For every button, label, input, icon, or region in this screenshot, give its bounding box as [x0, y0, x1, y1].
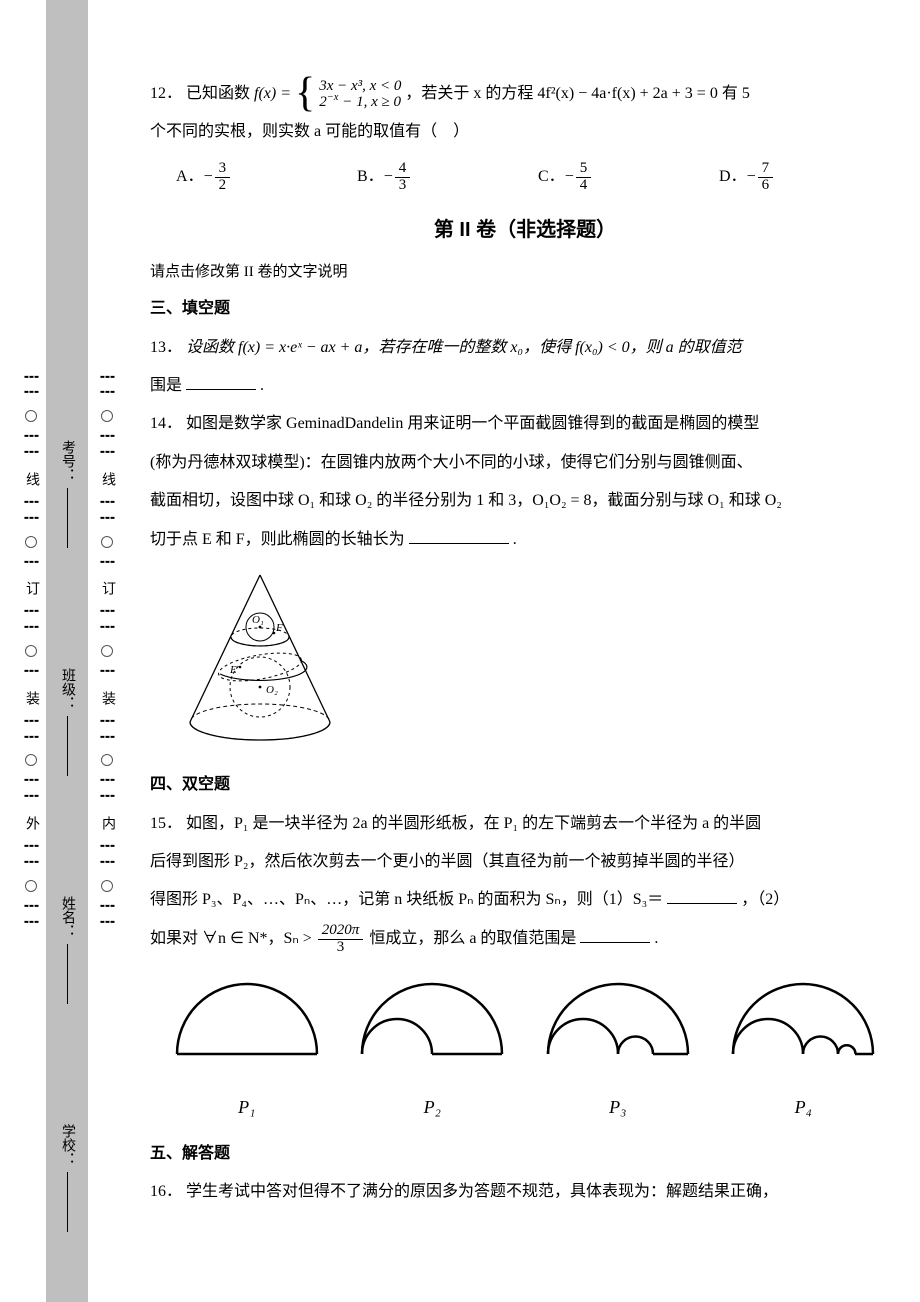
q15-tail: .: [654, 930, 658, 947]
q12-func-lhs: f(x) =: [254, 85, 295, 102]
q13-text-b: 围是: [150, 377, 182, 394]
q14-line1: 14． 如图是数学家 GeminadDandelin 用来证明一个平面截圆锥得到…: [150, 405, 900, 443]
q15-frac-den: 3: [333, 940, 349, 956]
cone-label-o2: O₂: [266, 684, 278, 696]
heading-fill: 三、填空题: [150, 290, 900, 328]
q14-l4a: 切于点 E 和 F，则此椭圆的长轴长为: [150, 531, 405, 548]
q15-l1: 如图，P₁ 是一块半径为 2a 的半圆形纸板，在 P₁ 的左下端剪去一个半径为 …: [186, 815, 761, 832]
q13-blank[interactable]: [186, 374, 256, 390]
binding-strip-inner: ┇┇ ┇┇ 线 ┇┇ ┇ 订 ┇┇ ┇ 装 ┇┇ ┇┇ 内 ┇┇ ┇┇: [98, 0, 116, 1302]
q12-piece2: 2−x − 1, x ≥ 0: [319, 94, 401, 111]
q14-l1: 如图是数学家 GeminadDandelin 用来证明一个平面截圆锥得到的截面是…: [186, 415, 759, 432]
q15-l2: 后得到图形 P₂，然后依次剪去一个更小的半圆（其直径为前一个被剪掉半圆的半径）: [150, 843, 900, 881]
q14-l3: 截面相切，设图中球 O₁ 和球 O₂ 的半径分别为 1 和 3，O₁O₂ = 8…: [150, 482, 900, 520]
q14-number: 14．: [150, 415, 182, 432]
figure-cone: O₁ O₂ E F: [180, 567, 900, 762]
heading-double: 四、双空题: [150, 766, 900, 804]
q16-number: 16．: [150, 1183, 182, 1200]
q12-opt-c: C．−54: [538, 158, 719, 196]
q12-piecewise: { 3x − x³, x < 0 2−x − 1, x ≥ 0: [295, 75, 401, 113]
fig-p1: P₁: [154, 974, 340, 1129]
q12-line2: 个不同的实根，则实数 a 可能的取值有（ ）: [150, 113, 900, 151]
q15-number: 15．: [150, 815, 182, 832]
q12-opt-a: A．−32: [176, 158, 357, 196]
q16-text: 学生考试中答对但得不了满分的原因多为答题不规范，具体表现为：解题结果正确，: [186, 1183, 778, 1200]
q12-opt-b: B．−43: [357, 158, 538, 196]
q13-tail: .: [260, 377, 264, 394]
q15-l4b: 恒成立，那么 a 的取值范围是: [369, 930, 576, 947]
section2-note: 请点击修改第 II 卷的文字说明: [150, 254, 900, 290]
binding-form-labels: 学校： 姓名： 班级： 考号：: [46, 0, 88, 1302]
outer-label-line: 线: [21, 472, 41, 486]
q15-line3: 得图形 P₃、P₄、…、Pₙ、…，记第 n 块纸板 Pₙ 的面积为 Sₙ，则（1…: [150, 881, 900, 919]
q12: 12． 已知函数 f(x) = { 3x − x³, x < 0 2−x − 1…: [150, 75, 900, 113]
q15-blank2[interactable]: [580, 927, 650, 943]
inner-label-nei: 内: [97, 816, 117, 830]
q15-frac-num: 2020π: [318, 923, 364, 940]
section2-title: 第 II 卷（非选择题）: [150, 206, 900, 254]
q12-options: A．−32 B．−43 C．−54 D．−76: [176, 158, 900, 196]
fig-p3: P₃: [525, 974, 711, 1129]
figure-semicircles: P₁ P₂ P₃: [150, 974, 900, 1129]
q12-lead: 已知函数: [186, 85, 254, 102]
q14-l2: (称为丹德林双球模型)：在圆锥内放两个大小不同的小球，使得它们分别与圆锥侧面、: [150, 444, 900, 482]
fig-p3-label: P₃: [525, 1086, 711, 1129]
q13-text-a: 设函数 f(x) = x·eˣ − ax + a，若存在唯一的整数 x₀，使得 …: [186, 339, 742, 356]
fig-p4-label: P₄: [711, 1086, 897, 1129]
q13-line2: 围是 .: [150, 367, 900, 405]
fig-p2-label: P₂: [340, 1086, 526, 1129]
outer-label-zhuang: 装: [21, 691, 41, 705]
page-content: 12． 已知函数 f(x) = { 3x − x³, x < 0 2−x − 1…: [150, 75, 900, 1212]
form-label-name: 姓名：: [57, 896, 77, 938]
q13-line1: 13． 设函数 f(x) = x·eˣ − ax + a，若存在唯一的整数 x₀…: [150, 329, 900, 367]
outer-label-wai: 外: [21, 816, 41, 830]
cone-label-f: F: [275, 622, 283, 634]
inner-label-ding: 订: [97, 581, 117, 595]
q12-after: ，若关于 x 的方程 4f²(x) − 4a·f(x) + 2a + 3 = 0…: [405, 85, 749, 102]
q14-blank[interactable]: [409, 528, 509, 544]
q12-opt-d: D．−76: [719, 158, 900, 196]
q14-tail: .: [513, 531, 517, 548]
q15-line1: 15． 如图，P₁ 是一块半径为 2a 的半圆形纸板，在 P₁ 的左下端剪去一个…: [150, 805, 900, 843]
outer-label-ding: 订: [21, 581, 41, 595]
q15-blank1[interactable]: [667, 888, 737, 904]
q15-l3b: ，（2）: [741, 891, 789, 908]
q15-line4: 如果对 ∀n ∈ N*，Sₙ > 2020π3 恒成立，那么 a 的取值范围是 …: [150, 920, 900, 958]
cone-label-o1: O₁: [252, 614, 264, 626]
q15-l3a: 得图形 P₃、P₄、…、Pₙ、…，记第 n 块纸板 Pₙ 的面积为 Sₙ，则（1…: [150, 891, 663, 908]
fig-p4: P₄: [711, 974, 897, 1129]
form-label-class: 班级：: [57, 668, 77, 710]
q15-l4a: 如果对 ∀n ∈ N*，Sₙ >: [150, 930, 316, 947]
q12-number: 12．: [150, 85, 182, 102]
form-label-id: 考号：: [57, 440, 77, 482]
inner-label-line: 线: [97, 472, 117, 486]
binding-strip-outer: ┇┇ ┇┇ 线 ┇┇ ┇ 订 ┇┇ ┇ 装 ┇┇ ┇┇ 外 ┇┇ ┇┇: [22, 0, 40, 1302]
fig-p2: P₂: [340, 974, 526, 1129]
cone-label-e: E: [229, 664, 237, 676]
q13-number: 13．: [150, 339, 182, 356]
heading-answer: 五、解答题: [150, 1135, 900, 1173]
q14-line4: 切于点 E 和 F，则此椭圆的长轴长为 .: [150, 521, 900, 559]
q16: 16． 学生考试中答对但得不了满分的原因多为答题不规范，具体表现为：解题结果正确…: [150, 1173, 900, 1211]
inner-label-zhuang: 装: [97, 691, 117, 705]
fig-p1-label: P₁: [154, 1086, 340, 1129]
form-label-school: 学校：: [57, 1124, 77, 1166]
